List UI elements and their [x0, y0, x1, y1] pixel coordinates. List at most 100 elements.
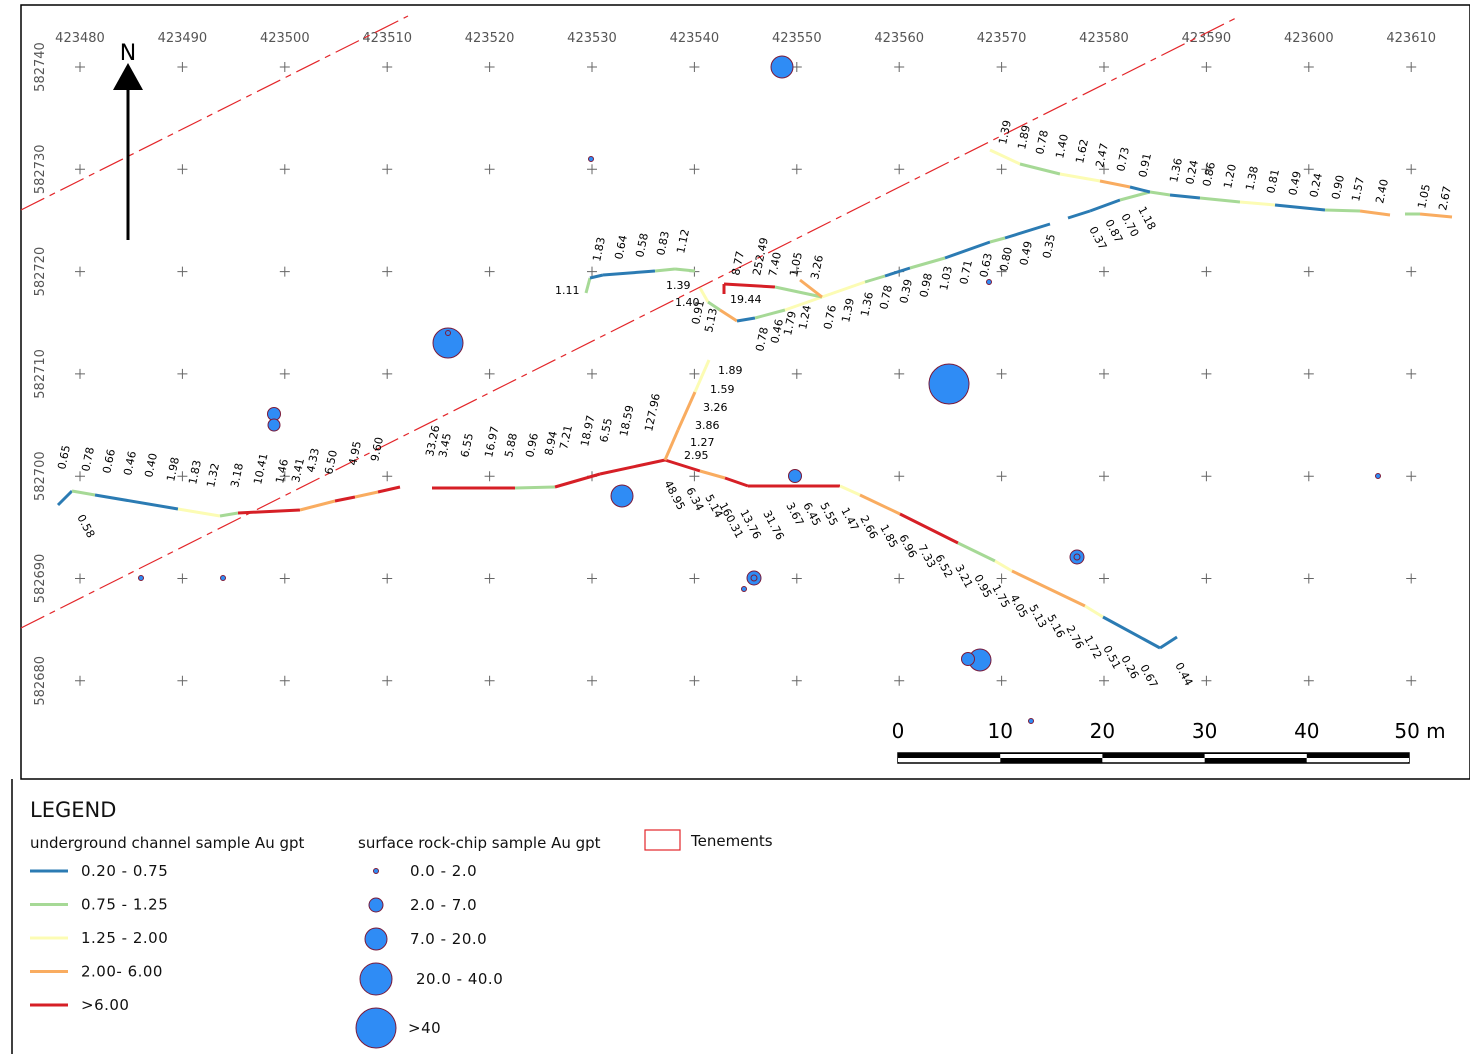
channel-segment [864, 274, 886, 284]
channel-segment [602, 269, 656, 277]
rockchip-sample [928, 363, 970, 405]
assay-value: 1.59 [710, 383, 735, 396]
grid-cross [894, 675, 905, 686]
grid-cross [75, 573, 85, 584]
grid-cross [996, 471, 1007, 482]
grid-cross [75, 368, 85, 379]
assay-value: 1.38 [1243, 165, 1261, 192]
channel-segment [334, 495, 356, 503]
channel-segment [56, 489, 74, 507]
scale-label: 40 [1294, 719, 1319, 743]
grid-cross [484, 368, 495, 379]
channel-segment [674, 267, 696, 273]
rockchip-samples [138, 55, 1381, 724]
easting-tick-label: 423550 [772, 31, 822, 46]
legend-channel-label: 2.00- 6.00 [81, 963, 163, 981]
assay-value: 0.73 [1114, 146, 1132, 173]
grid-cross [996, 675, 1007, 686]
assay-value: 0.49 [1286, 170, 1304, 197]
grid-cross [1303, 573, 1314, 584]
legend-rockchip-swatch [364, 927, 388, 951]
channel-segment [1359, 209, 1391, 217]
grid-cross [177, 675, 188, 686]
rockchip-sample [445, 330, 451, 336]
channel-segment [1102, 615, 1161, 650]
assay-value: 1.32 [204, 462, 222, 489]
channel-segment [1274, 203, 1326, 212]
channel-segment [859, 493, 901, 516]
grid-cross [996, 62, 1007, 72]
assay-value: 1.57 [1349, 176, 1367, 203]
grid-cross [177, 471, 188, 482]
assay-value: 2.67 [1436, 185, 1454, 212]
channel-segment [899, 512, 959, 545]
channel-segment [909, 256, 946, 270]
assay-value: 1.89 [718, 364, 743, 377]
grid-cross [996, 266, 1007, 277]
scale-label: 10 [987, 719, 1012, 743]
rockchip-sample [750, 574, 758, 582]
legend-rockchip-label: 2.0 - 7.0 [410, 896, 477, 914]
assay-value: 3.41 [289, 457, 307, 484]
channel-segment [1324, 208, 1361, 213]
grid-cross [75, 471, 85, 482]
rockchip-sample [610, 484, 634, 508]
grid-cross [382, 62, 393, 72]
assay-value: 1.89 [1015, 124, 1033, 151]
channel-segment [1159, 635, 1178, 650]
channel-segment [1011, 569, 1086, 608]
assay-value: 0.40 [142, 452, 160, 479]
grid-cross [382, 266, 393, 277]
channel-segment [664, 458, 701, 473]
channel-segment [699, 469, 726, 480]
legend-rockchip-label: 0.0 - 2.0 [410, 862, 477, 880]
scale-bar: 0 10 20 30 40 50 m [892, 719, 1446, 764]
northing-tick-label: 582690 [33, 554, 48, 604]
assay-value: 0.46 [121, 450, 139, 477]
channel-segment [821, 280, 866, 299]
grid-cross [382, 471, 393, 482]
assay-value: 8.77 [729, 250, 747, 277]
scale-label: 0 [892, 719, 905, 743]
grid-cross [587, 62, 597, 72]
grid-cross [279, 164, 290, 175]
grid-cross [382, 368, 393, 379]
grid-cross [1406, 675, 1417, 686]
grid-cross [484, 164, 495, 175]
assay-value: 0.91 [1136, 152, 1154, 179]
legend-rockchip-label: 20.0 - 40.0 [416, 970, 503, 988]
rockchip-sample [741, 586, 747, 592]
channel-segment [994, 559, 1013, 573]
assay-value: 0.81 [1264, 168, 1282, 195]
easting-tick-label: 423570 [977, 31, 1027, 46]
assay-value: 1.46 [273, 458, 291, 485]
channel-segment [698, 287, 710, 303]
tenement-line [20, 15, 409, 211]
channel-segment [774, 285, 823, 299]
legend-rockchip-swatch [355, 1007, 397, 1049]
assay-value: 4.33 [304, 447, 322, 474]
assay-value: 1.12 [674, 228, 692, 255]
channel-segment [354, 490, 379, 499]
legend-rockchip-swatch [368, 897, 384, 913]
assay-value: 6.55 [458, 432, 476, 459]
grid-cross [1201, 471, 1212, 482]
grid-cross [177, 368, 188, 379]
assay-value: 0.46 [768, 318, 786, 345]
grid-cross [75, 675, 85, 686]
assay-value: 1.36 [1167, 157, 1185, 184]
channel-segment [1239, 200, 1276, 207]
grid-cross [791, 164, 802, 175]
assay-value: 1.40 [675, 296, 700, 309]
grid-cross [1406, 573, 1417, 584]
assay-value: 1.36 [858, 291, 876, 318]
northing-tick-label: 582680 [33, 656, 48, 706]
grid-cross [587, 675, 597, 686]
northing-tick-label: 582720 [33, 247, 48, 297]
grid-cross [1099, 471, 1109, 482]
assay-value: 2.40 [1373, 178, 1391, 205]
northing-tick-label: 582700 [33, 451, 48, 501]
grid-cross [484, 573, 495, 584]
grid-cross [791, 368, 802, 379]
channel-segment [1089, 198, 1121, 213]
